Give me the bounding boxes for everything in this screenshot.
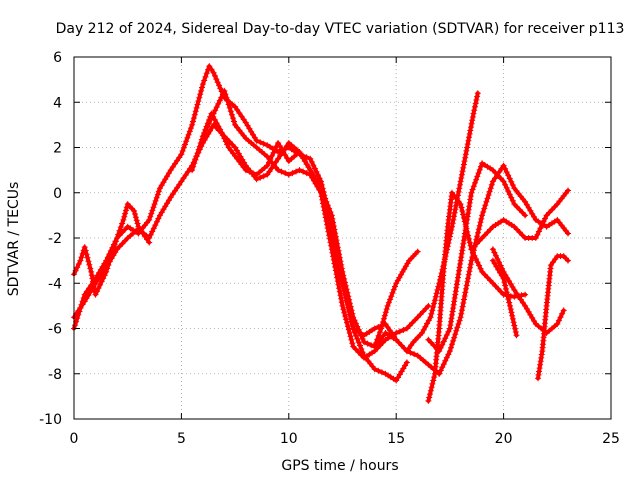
series-band <box>200 88 399 342</box>
series-band <box>426 161 528 354</box>
x-tick-label: 20 <box>495 431 513 447</box>
x-tick-label: 0 <box>70 431 79 447</box>
y-tick-label: 2 <box>53 141 62 157</box>
x-axis-title: GPS time / hours <box>281 458 398 474</box>
series-sat-f <box>371 248 421 350</box>
series-band <box>190 111 442 376</box>
series-sat-i <box>425 160 529 355</box>
y-tick-label: -4 <box>48 276 62 292</box>
series-markers <box>535 253 571 382</box>
data-series <box>71 63 571 404</box>
series-markers <box>489 246 567 336</box>
y-tick-label: -6 <box>48 322 62 338</box>
series-markers <box>489 257 520 339</box>
series-sat-e <box>199 87 400 343</box>
series-sat-l <box>489 246 567 336</box>
series-markers <box>71 121 432 361</box>
series-sat-m <box>489 257 520 339</box>
series-band <box>72 122 431 360</box>
x-tick-label: 5 <box>177 431 186 447</box>
y-tick-label: -10 <box>39 412 62 428</box>
y-tick-label: 4 <box>53 95 62 111</box>
series-sat-b <box>71 121 432 361</box>
series-sat-d <box>189 110 443 377</box>
series-sat-c <box>71 201 153 298</box>
x-tick-label: 15 <box>387 431 405 447</box>
y-axis-title: SDTVAR / TECUs <box>6 182 22 297</box>
series-markers <box>425 160 529 355</box>
y-tick-label: -2 <box>48 231 62 247</box>
series-markers <box>189 110 443 377</box>
series-markers <box>199 87 400 343</box>
chart-title: Day 212 of 2024, Sidereal Day-to-day VTE… <box>56 21 625 37</box>
series-sat-n <box>535 253 571 382</box>
tick-labels: 0 5 10 15 20 25 -10 -8 -6 -4 -2 0 2 4 6 <box>39 50 620 447</box>
series-markers <box>468 187 571 253</box>
x-tick-label: 10 <box>280 431 298 447</box>
y-tick-label: -8 <box>48 367 62 383</box>
series-markers <box>371 248 421 350</box>
x-tick-label: 25 <box>602 431 620 447</box>
y-tick-label: 0 <box>53 186 62 202</box>
series-sat-k <box>468 187 571 253</box>
y-tick-label: 6 <box>53 50 62 66</box>
